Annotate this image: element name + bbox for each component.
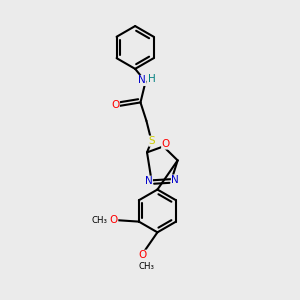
Text: N: N	[171, 175, 179, 185]
Text: O: O	[111, 100, 119, 110]
Text: CH₃: CH₃	[92, 216, 108, 225]
Text: S: S	[149, 136, 155, 146]
Text: O: O	[110, 215, 118, 225]
Text: O: O	[138, 250, 147, 260]
Text: N: N	[138, 76, 146, 85]
Text: CH₃: CH₃	[138, 262, 154, 271]
Text: H: H	[148, 74, 156, 84]
Text: N: N	[145, 176, 152, 186]
Text: O: O	[162, 139, 170, 149]
